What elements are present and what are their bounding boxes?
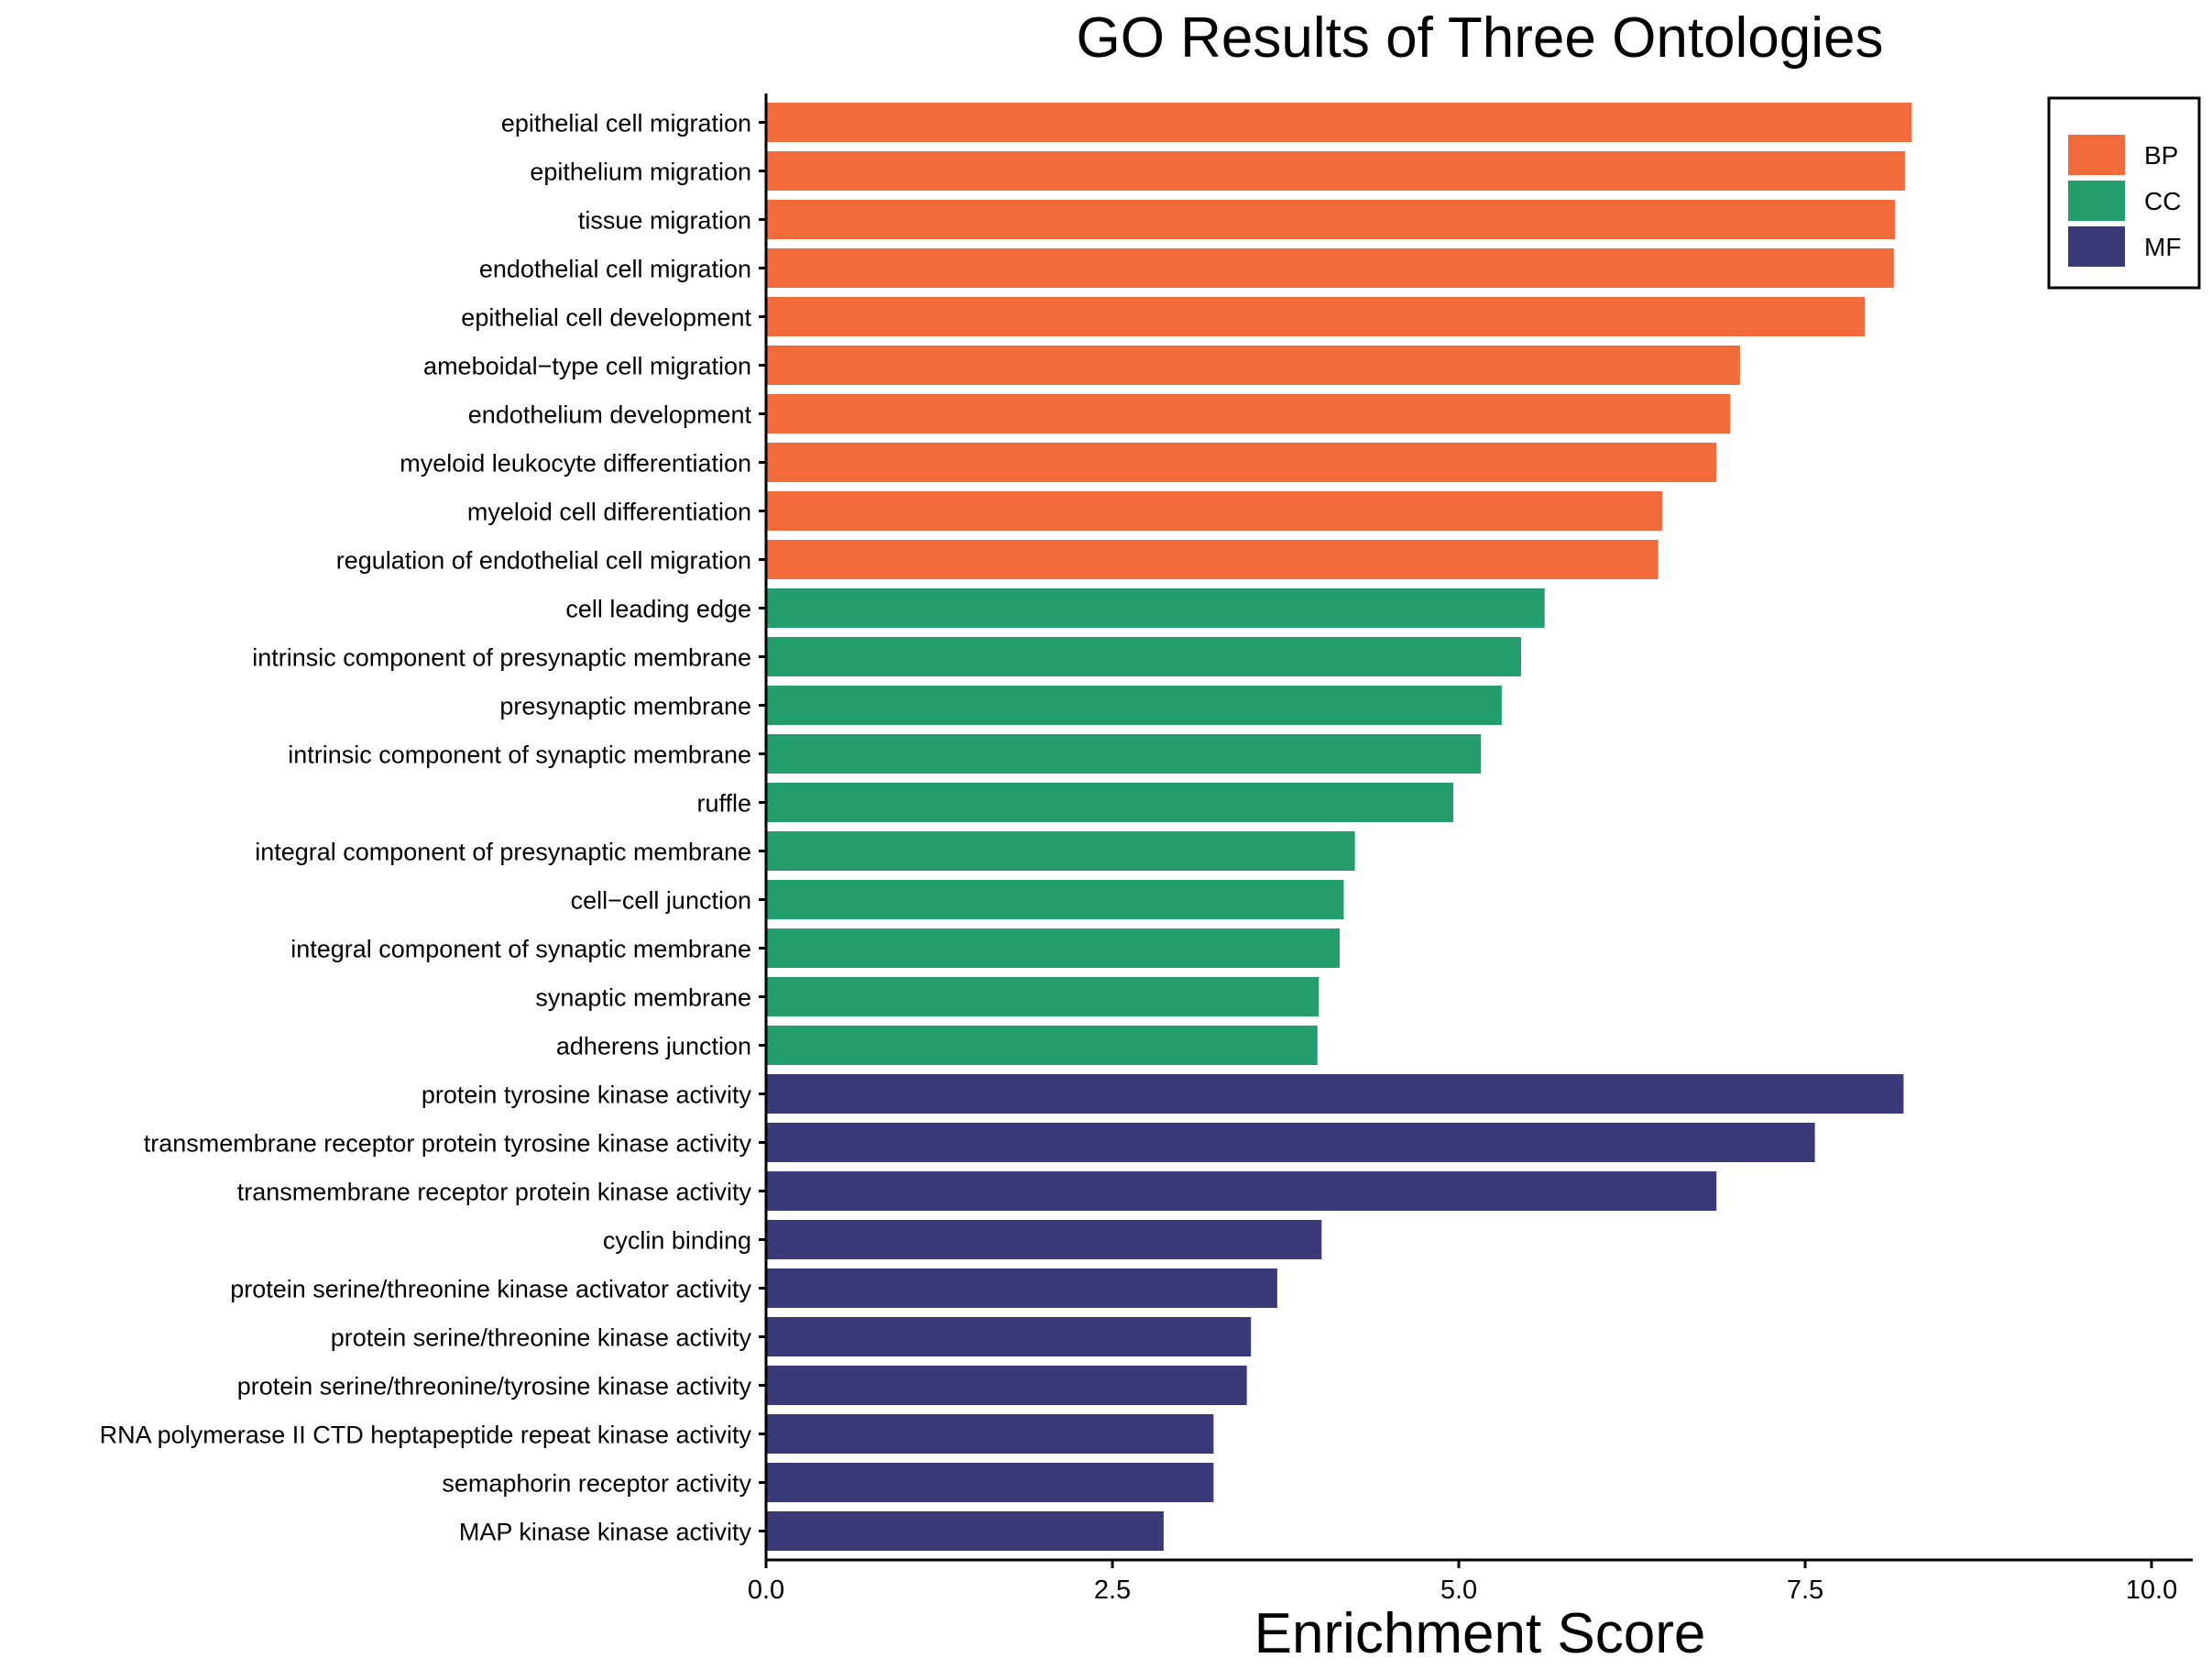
category-label: regulation of endothelial cell migration [336, 547, 751, 575]
legend: BP CC MF [2047, 96, 2201, 290]
chart-title: GO Results of Three Ontologies [1076, 6, 1883, 70]
category-label: integral component of synaptic membrane [290, 936, 751, 963]
category-label: tissue migration [578, 207, 751, 235]
category-label: transmembrane receptor protein tyrosine … [144, 1130, 752, 1158]
category-label: endothelial cell migration [479, 256, 751, 283]
bar-cc [766, 637, 1521, 676]
bar-cc [766, 831, 1355, 871]
category-label: presynaptic membrane [499, 693, 751, 720]
category-label: protein serine/threonine/tyrosine kinase… [237, 1373, 752, 1400]
bar-mf [766, 1317, 1252, 1356]
bar-bp [766, 346, 1740, 385]
x-tick-label: 10.0 [2126, 1576, 2177, 1605]
category-label: protein tyrosine kinase activity [422, 1082, 752, 1109]
bar-mf [766, 1414, 1214, 1454]
bar-cc [766, 880, 1344, 919]
category-label: MAP kinase kinase activity [459, 1519, 752, 1546]
category-label: myeloid leukocyte differentiation [400, 450, 751, 478]
legend-label-cc: CC [2144, 187, 2181, 215]
bar-mf [766, 1511, 1164, 1551]
category-labels: epithelial cell migration epithelium migr… [100, 110, 766, 1546]
legend-label-bp: BP [2144, 141, 2178, 170]
category-label: cell leading edge [565, 596, 751, 623]
x-axis-label: Enrichment Score [1254, 1602, 1706, 1665]
category-label: adherens junction [556, 1033, 751, 1060]
bar-cc [766, 977, 1320, 1016]
legend-swatch-mf [2068, 226, 2125, 267]
bar-mf [766, 1171, 1717, 1211]
bar-bp [766, 443, 1717, 482]
x-tick-label: 5.0 [1440, 1576, 1477, 1605]
bar-bp [766, 491, 1663, 531]
x-tick-label: 7.5 [1787, 1576, 1823, 1605]
bar-bp [766, 248, 1894, 288]
bar-mf [766, 1366, 1247, 1405]
category-label: intrinsic component of presynaptic membr… [252, 644, 751, 672]
category-label: epithelium migration [530, 159, 751, 186]
category-label: semaphorin receptor activity [442, 1470, 751, 1498]
category-label: synaptic membrane [535, 984, 751, 1012]
x-axis-ticks: 0.0 2.5 5.0 7.5 10.0 [748, 1560, 2177, 1605]
bar-mf [766, 1463, 1214, 1502]
x-tick-label: 2.5 [1094, 1576, 1131, 1605]
category-label: cell−cell junction [571, 887, 751, 915]
bar-bp [766, 151, 1905, 191]
category-label: ameboidal−type cell migration [423, 353, 751, 380]
bar-bp [766, 540, 1659, 579]
legend-swatch-cc [2068, 181, 2125, 221]
bar-mf [766, 1074, 1904, 1114]
bar-cc [766, 1026, 1318, 1065]
bar-cc [766, 588, 1545, 628]
bars-layer [766, 103, 1912, 1551]
category-label: protein serine/threonine kinase activity [331, 1324, 752, 1352]
bar-mf [766, 1220, 1322, 1259]
bar-bp [766, 297, 1865, 336]
legend-items: BP CC MF [2068, 135, 2181, 267]
bar-cc [766, 734, 1482, 774]
bar-mf [766, 1123, 1815, 1162]
category-label: endothelium development [468, 401, 752, 429]
bar-bp [766, 103, 1912, 142]
category-label: integral component of presynaptic membra… [255, 839, 751, 866]
category-label: epithelial cell development [461, 304, 751, 332]
bar-bp [766, 394, 1731, 434]
category-label: myeloid cell differentiation [467, 499, 751, 526]
category-label: cyclin binding [603, 1227, 751, 1255]
category-label: epithelial cell migration [501, 110, 751, 137]
category-label: intrinsic component of synaptic membrane [288, 741, 751, 769]
bar-cc [766, 928, 1340, 968]
x-tick-label: 0.0 [748, 1576, 784, 1605]
bar-cc [766, 783, 1453, 822]
bar-cc [766, 686, 1502, 725]
category-label: transmembrane receptor protein kinase ac… [237, 1179, 752, 1206]
bar-mf [766, 1268, 1277, 1308]
legend-label-mf: MF [2144, 233, 2181, 261]
legend-swatch-bp [2068, 135, 2125, 175]
bar-bp [766, 200, 1896, 239]
category-label: ruffle [696, 790, 751, 818]
category-label: RNA polymerase II CTD heptapeptide repea… [100, 1422, 752, 1449]
category-label: protein serine/threonine kinase activato… [230, 1276, 751, 1303]
